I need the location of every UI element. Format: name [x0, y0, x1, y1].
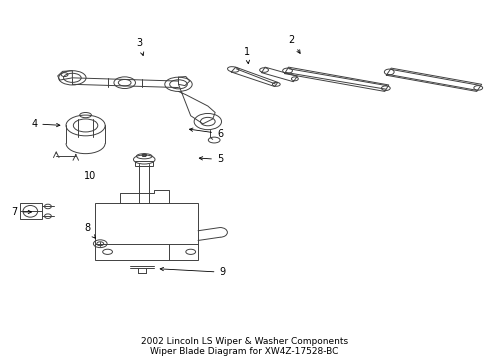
Text: 10: 10	[84, 171, 97, 181]
Text: 7: 7	[12, 207, 31, 217]
Text: 2002 Lincoln LS Wiper & Washer Components
Wiper Blade Diagram for XW4Z-17528-BC: 2002 Lincoln LS Wiper & Washer Component…	[141, 337, 347, 356]
Text: 2: 2	[287, 35, 300, 53]
Bar	[20, 203, 41, 220]
Text: 5: 5	[199, 154, 223, 165]
Bar	[135, 161, 153, 166]
Bar	[95, 203, 198, 260]
Text: 9: 9	[160, 267, 225, 277]
Text: 6: 6	[189, 128, 223, 139]
Text: 8: 8	[84, 223, 95, 238]
Text: 1: 1	[244, 46, 249, 64]
Text: 4: 4	[31, 119, 60, 129]
Text: 3: 3	[136, 39, 143, 55]
